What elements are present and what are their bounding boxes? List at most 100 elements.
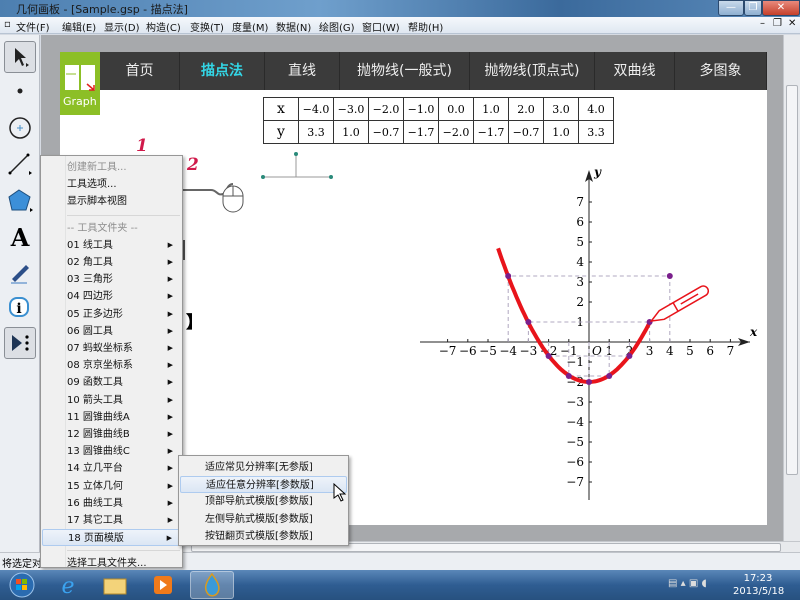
plotted-point[interactable] xyxy=(666,273,673,279)
nav-tab[interactable]: 首页 xyxy=(100,52,180,90)
doc-restore-button[interactable]: ❐ xyxy=(773,18,782,29)
straightedge-tool[interactable] xyxy=(4,148,36,180)
menu-item-folder[interactable]: 17 其它工具 ▶ xyxy=(42,512,181,529)
table-cell: −1.0 xyxy=(403,97,439,121)
x-axis-arrow xyxy=(738,338,750,346)
submenu-arrow-icon: ▶ xyxy=(167,464,173,473)
select-arrow-tool[interactable] xyxy=(4,41,36,73)
menu-item-folder[interactable]: 07 蚂蚁坐标系 ▶ xyxy=(42,340,181,357)
submenu-item[interactable]: 适应任意分辨率[参数版] xyxy=(180,476,347,494)
submenu-item[interactable]: 按钮翻页式模版[参数版] xyxy=(205,530,313,542)
x-axis-label: x xyxy=(749,325,758,339)
doc-icon: ▫ xyxy=(4,19,11,30)
menu-item-folder[interactable]: 10 箭头工具 ▶ xyxy=(42,392,181,409)
menu-item[interactable]: 绘图(G) xyxy=(319,23,355,34)
submenu-item[interactable]: 左侧导航式模版[参数版] xyxy=(205,513,313,525)
text-tool[interactable]: A xyxy=(10,222,30,252)
parameter-widget[interactable] xyxy=(255,148,345,184)
plotted-point[interactable] xyxy=(586,379,592,385)
submenu-item[interactable]: 适应常见分辨率[无参版] xyxy=(205,462,313,473)
nav-tab[interactable]: 抛物线(顶点式) xyxy=(470,52,595,90)
table-cell: −4.0 xyxy=(298,97,334,121)
menu-item-folder[interactable]: 13 圆锥曲线C ▶ xyxy=(42,443,181,460)
information-tool[interactable]: i xyxy=(4,292,36,324)
close-button[interactable]: ✕ xyxy=(762,0,800,16)
menu-item-label: 10 箭头工具 xyxy=(67,394,123,406)
plotted-point[interactable] xyxy=(505,273,512,279)
menu-item-folder[interactable]: 01 线工具 ▶ xyxy=(42,237,181,254)
x-tick-label: −6 xyxy=(459,344,477,358)
plotted-point[interactable] xyxy=(525,319,532,325)
horizontal-scroll-thumb[interactable] xyxy=(191,543,781,552)
doc-close-button[interactable]: ✕ xyxy=(788,18,797,29)
vertical-scroll-thumb[interactable] xyxy=(786,85,798,475)
plotted-point[interactable] xyxy=(606,373,613,379)
menu-item-label: 16 曲线工具 xyxy=(67,497,123,509)
nav-tab[interactable]: 多图象 xyxy=(675,52,767,90)
menu-item-folder[interactable]: 05 正多边形 ▶ xyxy=(42,306,181,323)
submenu-arrow-icon: ▶ xyxy=(167,395,173,404)
nav-tab[interactable]: 描点法 xyxy=(180,52,265,90)
table-cell: −1.7 xyxy=(403,120,439,144)
menu-item-folder[interactable]: 06 圆工具 ▶ xyxy=(42,323,181,340)
menu-item[interactable]: 帮助(H) xyxy=(408,23,444,34)
menu-item[interactable]: 度量(M) xyxy=(232,23,269,34)
point-tool[interactable] xyxy=(4,75,36,107)
custom-tools-button[interactable] xyxy=(4,327,36,359)
minimize-button[interactable]: — xyxy=(718,0,744,16)
menu-item-label: 15 立体几何 xyxy=(67,480,123,492)
menu-item-folder[interactable]: 11 圆锥曲线A ▶ xyxy=(42,409,181,426)
menu-item[interactable]: 文件(F) xyxy=(16,23,50,34)
menu-item[interactable]: 显示(D) xyxy=(104,23,140,34)
vertical-scrollbar[interactable] xyxy=(783,35,800,541)
plotted-point[interactable] xyxy=(565,373,572,379)
nav-tab[interactable]: 双曲线 xyxy=(595,52,675,90)
taskbar-file-explorer[interactable] xyxy=(93,571,137,599)
pen-icon xyxy=(649,285,710,322)
tray-icons[interactable]: ▤ ▴ ▣ ◖ xyxy=(668,578,707,589)
start-button[interactable] xyxy=(3,571,41,599)
menu-item-folder[interactable]: 18 页面模版 ▶ xyxy=(42,529,181,547)
submenu-item[interactable]: 顶部导航式模版[参数版] xyxy=(205,496,313,508)
nav-tab[interactable]: 直线 xyxy=(265,52,340,90)
doc-minimize-button[interactable]: – xyxy=(760,18,765,29)
y-tick-label: 5 xyxy=(576,235,584,249)
nav-tab[interactable]: 抛物线(一般式) xyxy=(340,52,470,90)
taskbar-geometers-sketchpad[interactable] xyxy=(190,571,234,599)
menu-item-folder[interactable]: 12 圆锥曲线B ▶ xyxy=(42,426,181,443)
table-cell: 4.0 xyxy=(578,97,614,121)
menu-item[interactable]: 构造(C) xyxy=(146,23,181,34)
taskbar-internet-explorer[interactable]: e xyxy=(46,571,90,599)
menu-item-label: 显示脚本视图 xyxy=(67,196,127,208)
menu-item-folder[interactable]: 15 立体几何 ▶ xyxy=(42,478,181,495)
menu-item[interactable]: 编辑(E) xyxy=(62,23,97,34)
marker-tool[interactable] xyxy=(4,257,36,289)
x-tick-label: −3 xyxy=(520,344,538,358)
y-tick-label: −6 xyxy=(566,455,584,469)
menu-item-folder[interactable]: 03 三角形 ▶ xyxy=(42,271,181,288)
choose-folder-item[interactable]: 选择工具文件夹... xyxy=(67,558,147,570)
menu-item[interactable]: 显示脚本视图 xyxy=(42,193,181,210)
menu-item-folder[interactable]: 16 曲线工具 ▶ xyxy=(42,495,181,512)
menu-item[interactable]: 工具选项... xyxy=(42,176,181,193)
coordinate-graph[interactable]: −7 −6 −5 −4 −3 −2 −1 1 2 3 4 5 6 77654321−1−2−3−4−5−6… xyxy=(410,160,770,510)
restore-button[interactable]: ❐ xyxy=(744,0,762,16)
menu-item-folder[interactable]: 02 角工具 ▶ xyxy=(42,254,181,271)
menu-item-folder[interactable]: 04 四边形 ▶ xyxy=(42,288,181,305)
menu-item[interactable]: 窗口(W) xyxy=(362,23,400,34)
polygon-tool[interactable] xyxy=(4,185,36,217)
compass-tool[interactable] xyxy=(4,112,36,144)
table-cell: −2.0 xyxy=(368,97,404,121)
folder-icon xyxy=(103,578,127,595)
origin-label: O xyxy=(592,344,602,358)
menu-item-folder[interactable]: 09 函数工具 ▶ xyxy=(42,374,181,391)
menu-item-folder[interactable]: 08 京京坐标系 ▶ xyxy=(42,357,181,374)
plotted-point[interactable] xyxy=(626,353,633,359)
plotted-point[interactable] xyxy=(545,353,552,359)
horizontal-scrollbar[interactable] xyxy=(41,541,800,552)
menu-item-folder[interactable]: 14 立几平台 ▶ xyxy=(42,460,181,477)
clock[interactable]: 17:23 2013/5/18 xyxy=(733,572,784,598)
menu-item[interactable]: 变换(T) xyxy=(190,23,224,34)
menu-item[interactable]: 数据(N) xyxy=(276,23,312,34)
taskbar-media-player[interactable] xyxy=(141,571,185,599)
